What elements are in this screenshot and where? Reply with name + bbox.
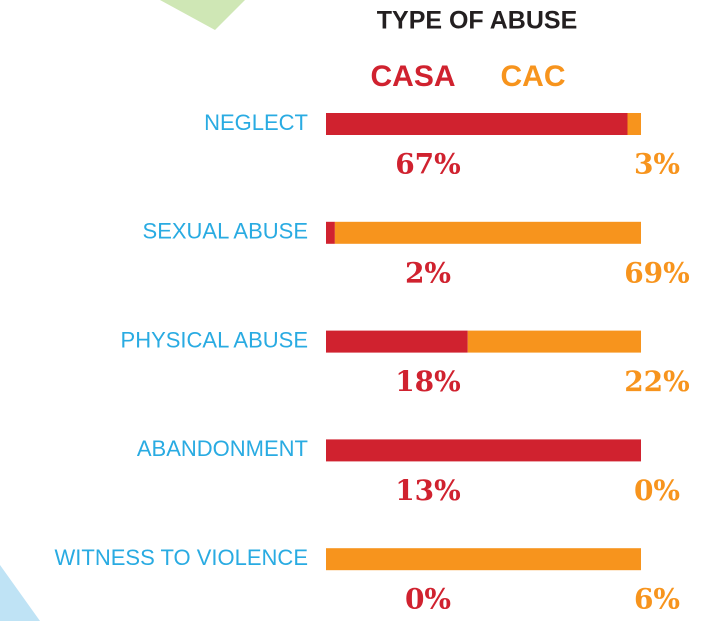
value-label: 22% [624,365,690,398]
decoration [0,565,40,621]
decoration [160,0,245,30]
value-label: 13% [395,474,461,507]
bar-segment [326,222,335,244]
bar-segment [468,331,641,353]
category-label: NEGLECT [204,110,308,135]
legend-label: CAC [501,60,566,93]
bar-segment [628,113,642,135]
bar-segment [326,113,628,135]
bar-segment [335,222,641,244]
value-label: 3% [634,148,680,181]
bar-segment [326,439,641,461]
value-label: 2% [405,256,451,289]
category-label: ABANDONMENT [137,436,308,461]
bar-segment [326,548,641,570]
category-label: PHYSICAL ABUSE [121,327,308,352]
value-label: 18% [395,365,461,398]
category-label: WITNESS TO VIOLENCE [55,545,308,570]
value-label: 0% [634,474,680,507]
bar-segment [326,331,468,353]
value-label: 67% [395,148,461,181]
chart: TYPE OF ABUSE CASA CAC NEGLECT 67% 3% SEXUAL … [0,0,712,621]
legend-label: CASA [370,60,455,93]
value-label: 0% [405,583,451,616]
category-label: SEXUAL ABUSE [143,219,308,244]
value-label: 6% [634,583,680,616]
chart-title: TYPE OF ABUSE [377,7,578,35]
value-label: 69% [624,256,690,289]
